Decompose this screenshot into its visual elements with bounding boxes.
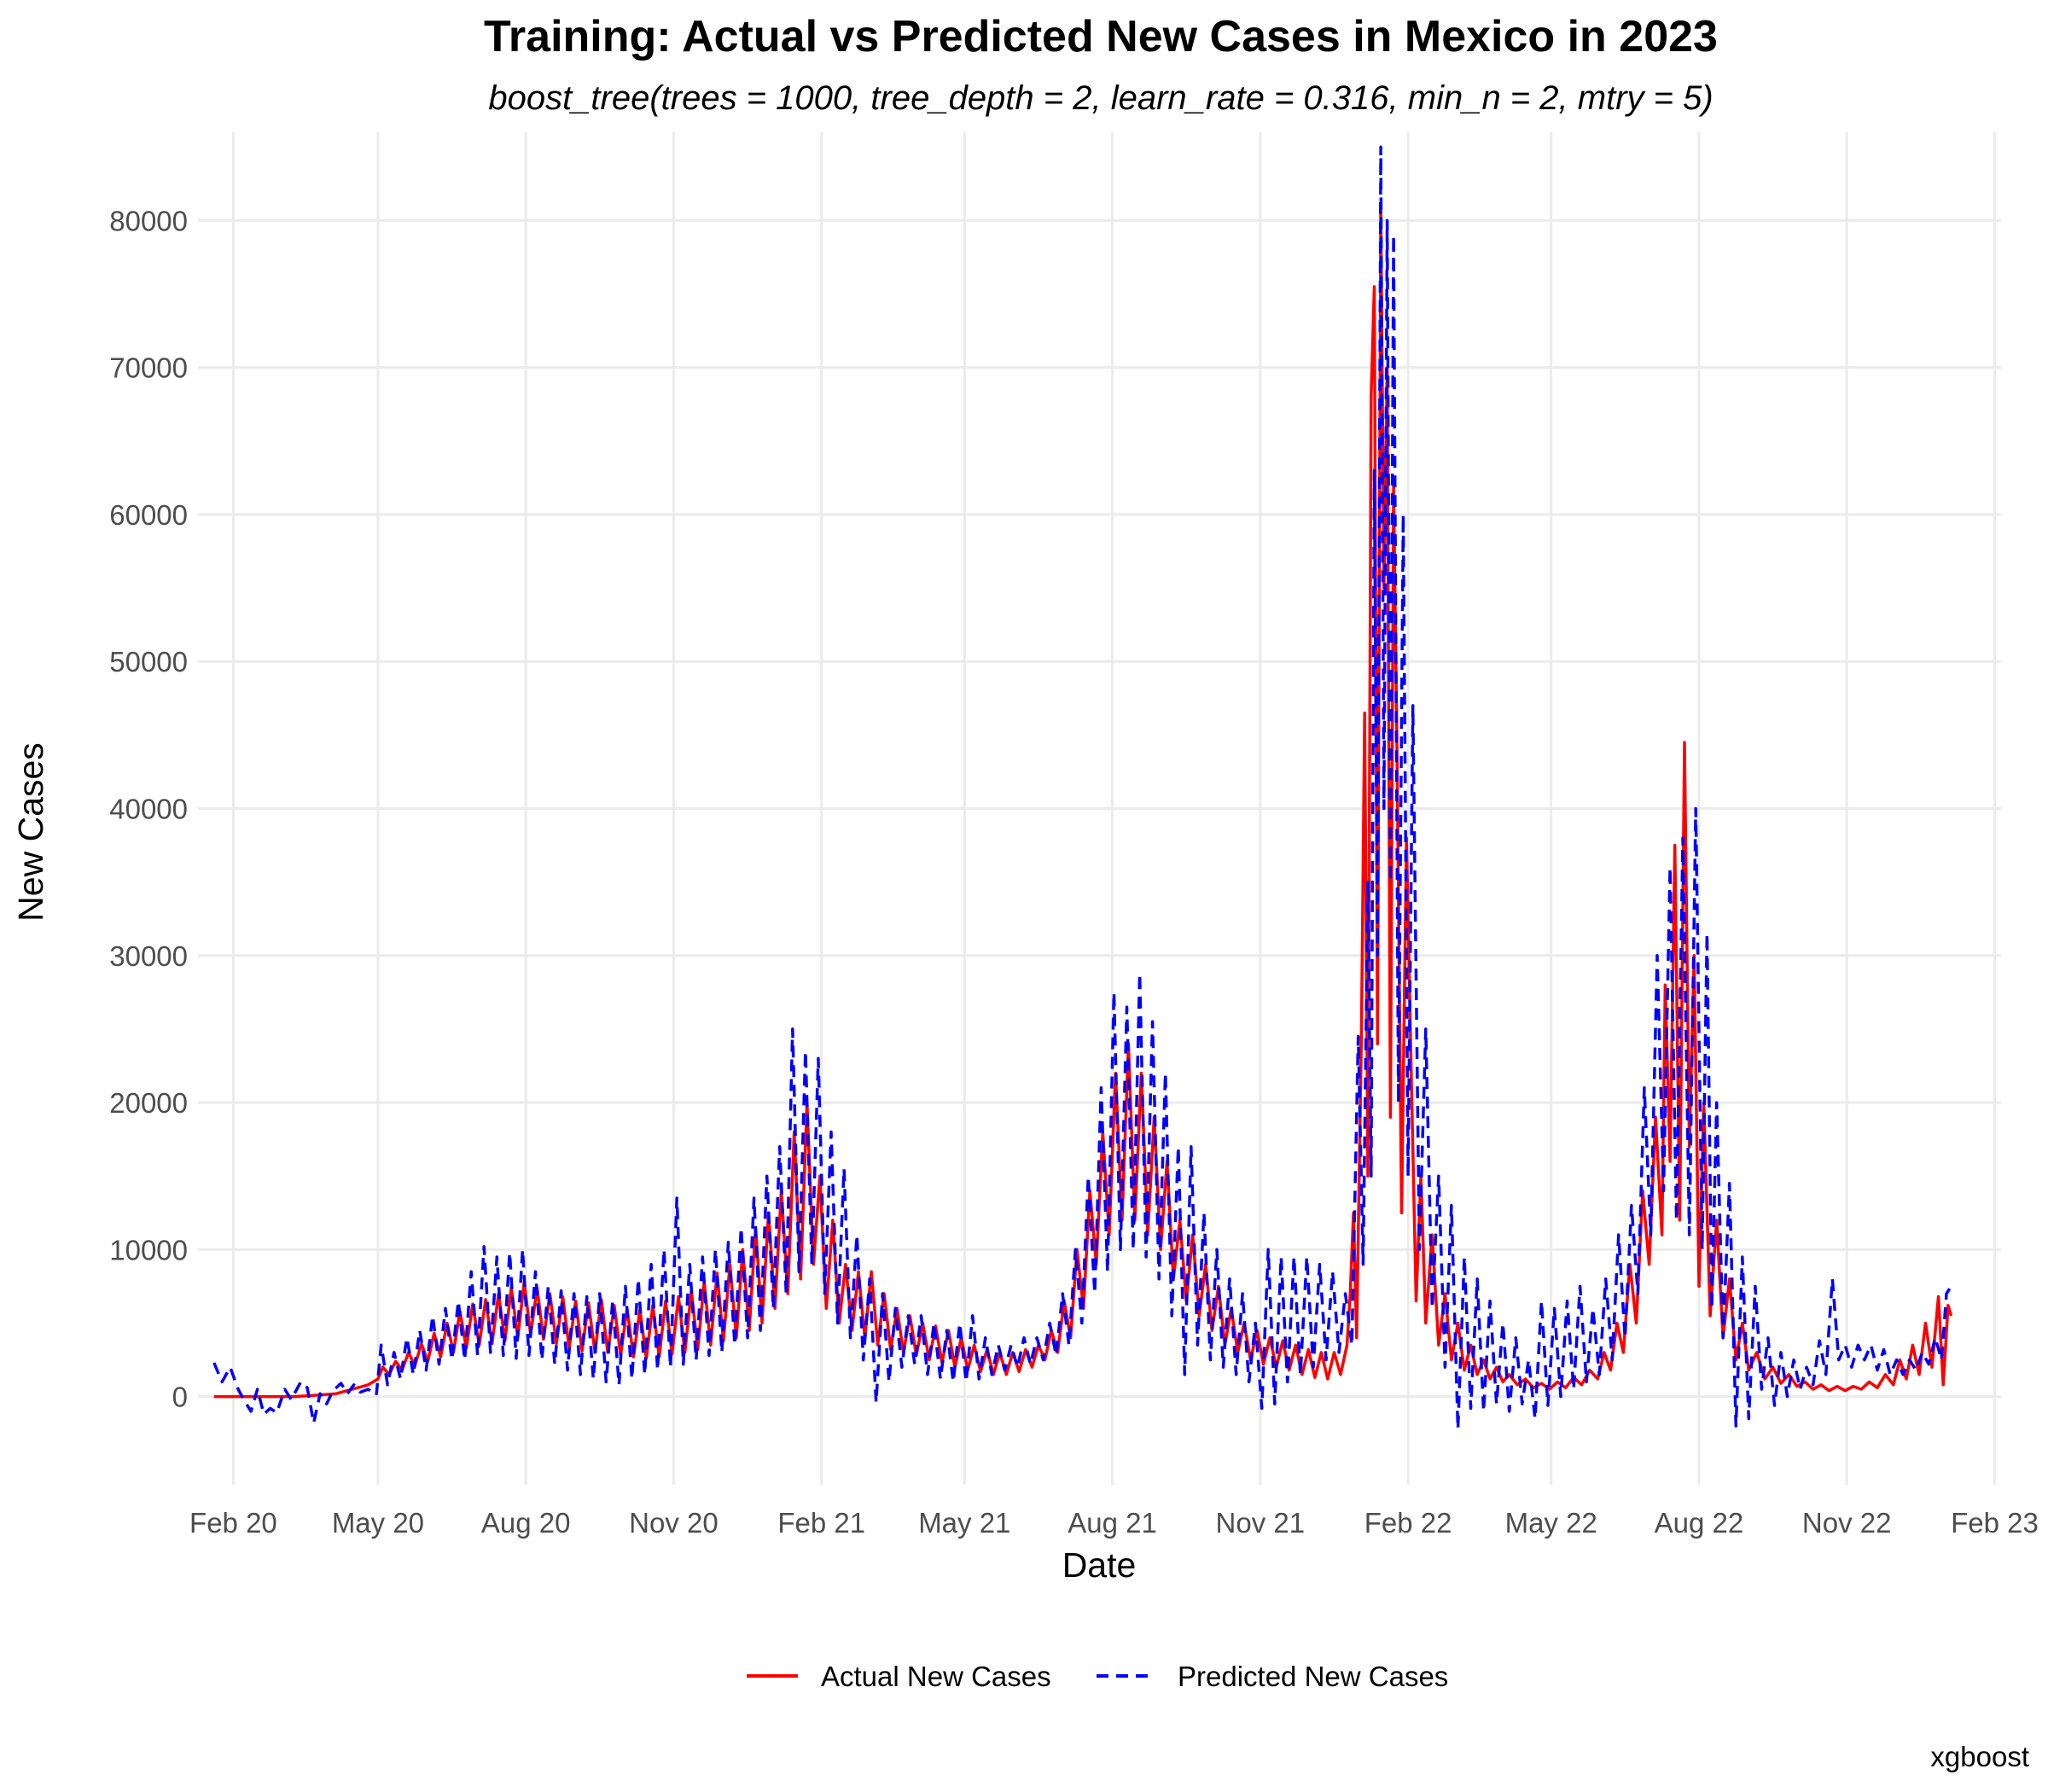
tick-layer: 0 10000 20000 30000 40000 50000 60000 70000 8000… xyxy=(109,205,2039,1539)
x-tick-label: Feb 20 xyxy=(189,1507,277,1539)
legend: Actual New Cases Predicted New Cases xyxy=(747,1661,1448,1692)
chart-subtitle: boost_tree(trees = 1000, tree_depth = 2,… xyxy=(488,79,1713,117)
y-axis-title: New Cases xyxy=(11,742,50,922)
x-tick-label: Nov 22 xyxy=(1802,1507,1892,1539)
y-tick-label: 0 xyxy=(172,1382,188,1413)
y-tick-label: 10000 xyxy=(109,1234,188,1265)
legend-label-actual: Actual New Cases xyxy=(821,1661,1051,1692)
series-layer xyxy=(212,145,1953,1431)
grid-layer xyxy=(198,132,2001,1485)
x-tick-label: May 20 xyxy=(332,1507,424,1539)
series-line-predicted xyxy=(212,145,1953,1431)
y-tick-label: 80000 xyxy=(109,205,188,236)
y-tick-label: 60000 xyxy=(109,499,188,531)
legend-label-predicted: Predicted New Cases xyxy=(1178,1661,1448,1692)
x-axis-title: Date xyxy=(1062,1545,1137,1585)
x-tick-label: May 21 xyxy=(918,1507,1010,1539)
x-tick-label: Nov 21 xyxy=(1216,1507,1306,1539)
x-tick-label: Nov 20 xyxy=(629,1507,719,1539)
y-tick-label: 50000 xyxy=(109,646,188,678)
x-tick-label: Feb 23 xyxy=(1951,1507,2039,1539)
y-tick-label: 70000 xyxy=(109,352,188,384)
x-tick-label: Aug 22 xyxy=(1655,1507,1744,1539)
y-tick-label: 20000 xyxy=(109,1087,188,1119)
y-tick-label: 40000 xyxy=(109,794,188,825)
x-tick-label: Feb 21 xyxy=(777,1507,865,1539)
y-tick-label: 30000 xyxy=(109,940,188,972)
x-tick-label: May 22 xyxy=(1505,1507,1597,1539)
chart-caption: xgboost xyxy=(1930,1741,2029,1772)
x-tick-label: Aug 20 xyxy=(481,1507,571,1539)
x-tick-label: Feb 22 xyxy=(1364,1507,1452,1539)
x-tick-label: Aug 21 xyxy=(1068,1507,1157,1539)
chart-title: Training: Actual vs Predicted New Cases … xyxy=(484,12,1718,61)
